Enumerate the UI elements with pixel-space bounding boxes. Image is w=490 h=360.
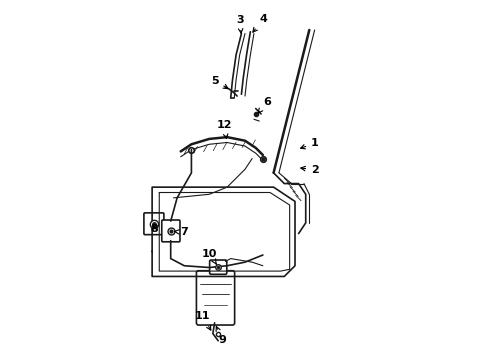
Text: 10: 10 (202, 249, 218, 264)
Text: 11: 11 (195, 311, 211, 330)
Text: 1: 1 (300, 138, 319, 149)
Text: 2: 2 (301, 165, 319, 175)
FancyBboxPatch shape (144, 213, 164, 235)
Text: 3: 3 (236, 15, 244, 33)
FancyBboxPatch shape (196, 271, 235, 325)
Text: 12: 12 (217, 120, 232, 139)
Text: 8: 8 (150, 224, 158, 234)
Text: 6: 6 (258, 97, 271, 113)
Text: 5: 5 (211, 76, 228, 89)
Text: 7: 7 (174, 228, 189, 237)
FancyBboxPatch shape (210, 260, 227, 274)
Text: 9: 9 (216, 327, 226, 345)
FancyBboxPatch shape (162, 220, 180, 242)
Text: 4: 4 (253, 14, 267, 32)
